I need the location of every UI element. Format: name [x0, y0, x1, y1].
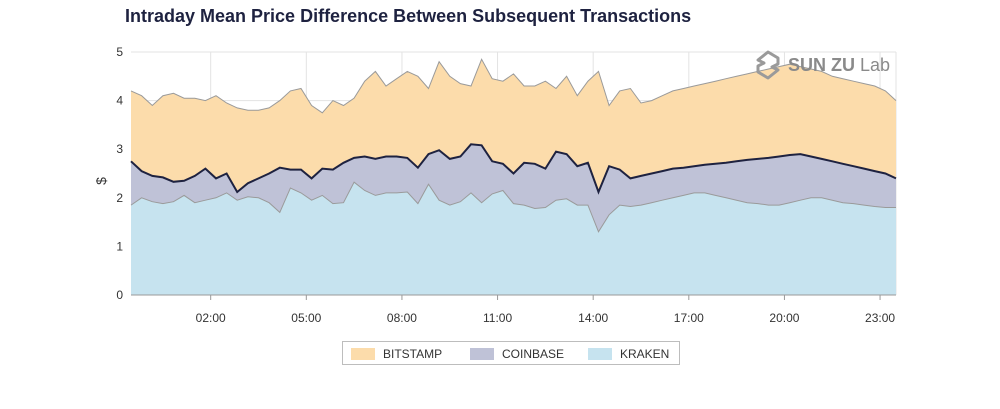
axes: 0 1 2 3 4 5 02:00 05:00 08:00 11:00 14:00 17:00 20:0… — [116, 45, 896, 325]
area-kraken — [131, 182, 896, 295]
y-tick-label: 0 — [116, 288, 123, 302]
legend-label-kraken: KRAKEN — [620, 347, 670, 361]
logo-suffix: Lab — [860, 54, 891, 75]
x-tick-label: 20:00 — [769, 311, 799, 325]
y-axis-label: $ — [93, 177, 109, 185]
legend-swatch-coinbase — [470, 348, 494, 360]
legend-label-bitstamp: BITSTAMP — [383, 347, 443, 361]
x-tick-label: 23:00 — [865, 311, 895, 325]
legend-item-coinbase[interactable]: COINBASE — [470, 347, 564, 361]
x-tick-label: 11:00 — [483, 311, 512, 325]
x-tick-label: 08:00 — [387, 311, 417, 325]
logo-brand: SUN ZU — [788, 54, 855, 75]
line-kraken — [130, 181, 896, 233]
y-tick-label: 4 — [116, 94, 123, 108]
legend-swatch-kraken — [588, 348, 612, 360]
legend-item-bitstamp[interactable]: BITSTAMP — [351, 347, 442, 361]
legend-item-kraken[interactable]: KRAKEN — [588, 347, 669, 361]
x-tick-label: 02:00 — [196, 311, 226, 325]
series-areas — [130, 58, 897, 295]
y-tick-label: 3 — [116, 142, 123, 156]
line-bitstamp — [130, 58, 897, 114]
x-tick-label: 14:00 — [578, 311, 608, 325]
chart-title: Intraday Mean Price Difference Between S… — [125, 6, 692, 26]
logo-text: SUN ZU Lab — [788, 55, 890, 76]
legend-swatch-bitstamp — [351, 348, 375, 360]
x-tick-label: 05:00 — [291, 311, 321, 325]
y-tick-label: 1 — [116, 239, 123, 253]
sun-zu-logo-icon — [756, 50, 780, 80]
y-tick-label: 2 — [116, 191, 123, 205]
legend: BITSTAMP COINBASE KRAKEN — [342, 341, 680, 365]
sun-zu-logo: SUN ZU Lab — [754, 50, 890, 80]
x-tick-label: 17:00 — [674, 311, 704, 325]
line-coinbase — [130, 143, 897, 195]
legend-label-coinbase: COINBASE — [502, 347, 565, 361]
y-tick-label: 5 — [116, 45, 123, 59]
